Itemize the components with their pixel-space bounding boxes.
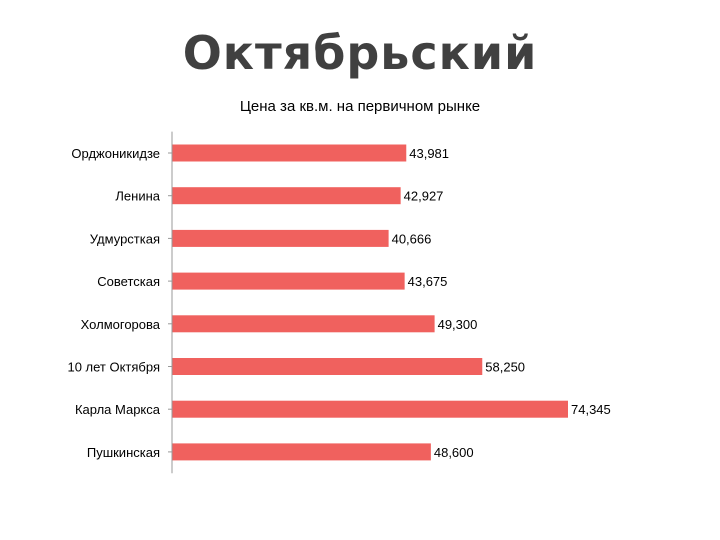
value-label: 43,981 [409, 146, 449, 161]
page-title: Октябрьский [182, 26, 538, 80]
chart-title: Цена за кв.м. на первичном рынке [239, 98, 481, 115]
bar [172, 443, 431, 461]
value-label: 58,250 [485, 360, 525, 375]
value-label: 43,675 [408, 274, 448, 289]
category-label: Холмогорова [81, 317, 161, 332]
category-label: Удмурсткая [90, 231, 160, 246]
bar [172, 315, 435, 333]
category-label: Орджоникидзе [71, 146, 160, 161]
bar [172, 272, 405, 290]
category-label: Карла Маркса [75, 402, 161, 417]
value-label: 42,927 [404, 189, 444, 204]
bar [172, 144, 407, 162]
bars-layer: Орджоникидзе 43,981 Ленина 42,927 Удмурсткая… [67, 144, 611, 461]
category-label: Ленина [115, 189, 160, 204]
value-label: 49,300 [438, 317, 478, 332]
value-label: 48,600 [434, 445, 474, 460]
category-label: Пушкинская [87, 445, 160, 460]
bar [172, 229, 389, 247]
value-label: 74,345 [571, 402, 611, 417]
category-label: 10 лет Октября [67, 360, 160, 375]
bar [172, 187, 401, 205]
value-label: 40,666 [392, 231, 432, 246]
bar [172, 400, 568, 418]
category-label: Советская [97, 274, 160, 289]
bar [172, 358, 483, 375]
